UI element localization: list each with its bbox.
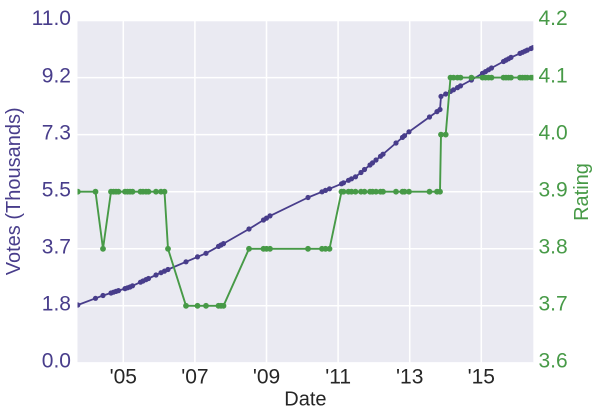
svg-text:1.8: 1.8 [42,293,71,316]
svg-text:Rating: Rating [571,163,593,221]
svg-text:7.3: 7.3 [42,121,71,144]
svg-text:0.0: 0.0 [42,350,71,373]
svg-text:9.2: 9.2 [42,64,71,87]
svg-text:Votes (Thousands): Votes (Thousands) [3,107,25,275]
svg-text:4.1: 4.1 [539,64,568,87]
svg-text:5.5: 5.5 [42,178,71,201]
svg-text:'13: '13 [396,366,423,389]
svg-text:'09: '09 [253,366,280,389]
svg-text:3.8: 3.8 [539,236,568,259]
svg-text:4.0: 4.0 [539,121,568,144]
svg-text:11.0: 11.0 [32,7,71,30]
svg-text:4.2: 4.2 [539,7,568,30]
svg-text:'07: '07 [181,366,208,389]
svg-text:'05: '05 [110,366,137,389]
svg-text:Date: Date [284,389,326,411]
svg-text:'11: '11 [325,366,351,389]
svg-text:3.7: 3.7 [539,293,568,316]
svg-text:3.6: 3.6 [539,350,568,373]
svg-text:3.9: 3.9 [539,178,568,201]
svg-text:'15: '15 [468,366,495,389]
svg-text:3.7: 3.7 [42,236,71,259]
